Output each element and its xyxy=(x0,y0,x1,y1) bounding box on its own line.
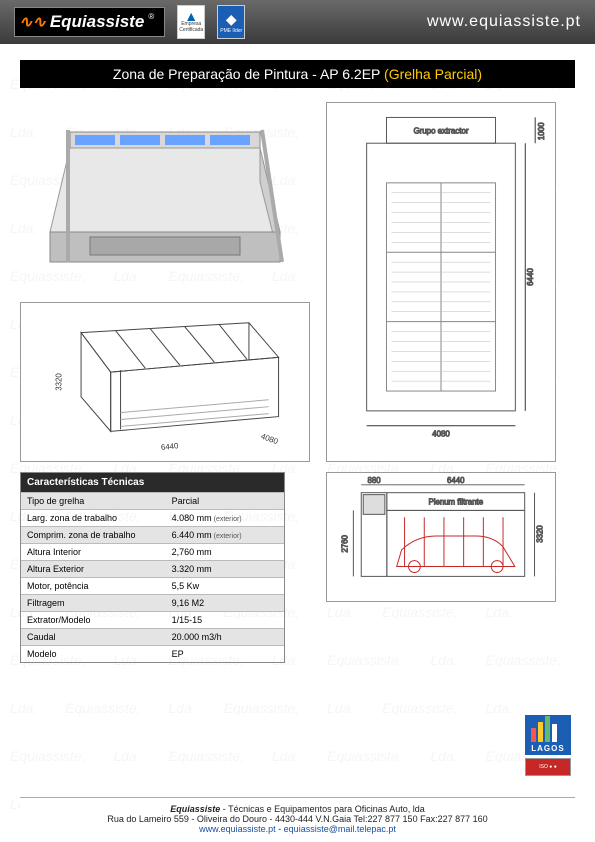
specs-value: 1/15-15 xyxy=(166,612,284,629)
page-title: Zona de Preparação de Pintura - AP 6.2EP… xyxy=(20,60,575,88)
specs-value: 9,16 M2 xyxy=(166,595,284,612)
footer: Equiassiste - Técnicas e Equipamentos pa… xyxy=(20,797,575,834)
logo-text: Equiassiste xyxy=(50,12,145,32)
svg-text:1000: 1000 xyxy=(537,122,546,140)
specs-label: Larg. zona de trabalho xyxy=(21,510,166,527)
specs-value: 6.440 mm (exterior) xyxy=(166,527,284,544)
header-url: www.equiassiste.pt xyxy=(427,13,581,31)
specs-label: Altura Interior xyxy=(21,544,166,561)
lagos-text: LAGOS xyxy=(531,744,564,753)
specs-label: Extrator/Modelo xyxy=(21,612,166,629)
svg-text:6440: 6440 xyxy=(447,476,465,485)
lagos-cert-icon: ISO ● ● xyxy=(525,758,571,776)
registered-icon: ® xyxy=(148,12,154,21)
svg-text:6440: 6440 xyxy=(160,441,179,452)
footer-sep: - xyxy=(276,824,284,834)
cert1-label: Empresa Certificada xyxy=(178,21,204,33)
specs-row: ModeloEP xyxy=(21,646,284,663)
footer-company: Equiassiste xyxy=(170,804,220,814)
footer-address: Rua do Lameiro 559 - Oliveira do Douro -… xyxy=(20,814,575,824)
specs-label: Altura Exterior xyxy=(21,561,166,578)
specs-row: Filtragem9,16 M2 xyxy=(21,595,284,612)
specs-value: 2,760 mm xyxy=(166,544,284,561)
title-suffix: (Grelha Parcial) xyxy=(384,66,482,82)
svg-text:6440: 6440 xyxy=(526,268,535,286)
specs-row: Comprim. zona de trabalho6.440 mm (exter… xyxy=(21,527,284,544)
cert-badge-pme: ◆ PME líder xyxy=(217,5,245,39)
extractor-label: Grupo extractor xyxy=(413,126,468,135)
specs-row: Caudal20.000 m3/h xyxy=(21,629,284,646)
specs-row: Motor, potência5,5 Kw xyxy=(21,578,284,595)
specs-label: Filtragem xyxy=(21,595,166,612)
specs-row: Extrator/Modelo1/15-15 xyxy=(21,612,284,629)
specs-label: Comprim. zona de trabalho xyxy=(21,527,166,544)
brand-logo: ∿∿ Equiassiste ® xyxy=(14,7,165,37)
diagram-iso-wireframe: 3320 6440 4080 xyxy=(20,302,310,462)
cert-badge-tuv: ▲ Empresa Certificada xyxy=(177,5,205,39)
logo-wave-icon: ∿∿ xyxy=(19,12,46,32)
footer-email-link[interactable]: equiassiste@mail.telepac.pt xyxy=(284,824,396,834)
diagram-side-elevation: 880 6440 Plenum filtrante xyxy=(326,472,556,602)
svg-text:3320: 3320 xyxy=(54,373,63,391)
specs-label: Tipo de grelha xyxy=(21,493,166,510)
specs-row: Larg. zona de trabalho4.080 mm (exterior… xyxy=(21,510,284,527)
specs-label: Modelo xyxy=(21,646,166,663)
svg-text:4080: 4080 xyxy=(260,432,280,447)
svg-text:3320: 3320 xyxy=(535,525,544,543)
lagos-brand-badge: LAGOS ISO ● ● xyxy=(525,715,571,776)
specs-row: Altura Interior2,760 mm xyxy=(21,544,284,561)
specs-row: Altura Exterior3.320 mm xyxy=(21,561,284,578)
cert2-label: PME líder xyxy=(220,28,242,34)
diagram-3d-render xyxy=(20,102,310,292)
specs-value: Parcial xyxy=(166,493,284,510)
specs-label: Caudal xyxy=(21,629,166,646)
svg-text:4080: 4080 xyxy=(432,430,450,439)
title-main: Zona de Preparação de Pintura - AP 6.2EP xyxy=(113,66,380,82)
specs-value: EP xyxy=(166,646,284,663)
footer-company-desc: - Técnicas e Equipamentos para Oficinas … xyxy=(220,804,424,814)
footer-web-link[interactable]: www.equiassiste.pt xyxy=(199,824,276,834)
specs-value: 4.080 mm (exterior) xyxy=(166,510,284,527)
svg-text:2760: 2760 xyxy=(340,535,349,553)
specs-value: 5,5 Kw xyxy=(166,578,284,595)
specs-table: Características Técnicas Tipo de grelhaP… xyxy=(20,472,285,663)
diagram-top-view: Grupo extractor xyxy=(326,102,556,462)
specs-heading: Características Técnicas xyxy=(21,473,284,492)
svg-text:Plenum filtrante: Plenum filtrante xyxy=(428,498,483,507)
specs-row: Tipo de grelhaParcial xyxy=(21,493,284,510)
header-bar: ∿∿ Equiassiste ® ▲ Empresa Certificada ◆… xyxy=(0,0,595,44)
svg-text:880: 880 xyxy=(367,476,381,485)
specs-label: Motor, potência xyxy=(21,578,166,595)
specs-value: 3.320 mm xyxy=(166,561,284,578)
specs-value: 20.000 m3/h xyxy=(166,629,284,646)
